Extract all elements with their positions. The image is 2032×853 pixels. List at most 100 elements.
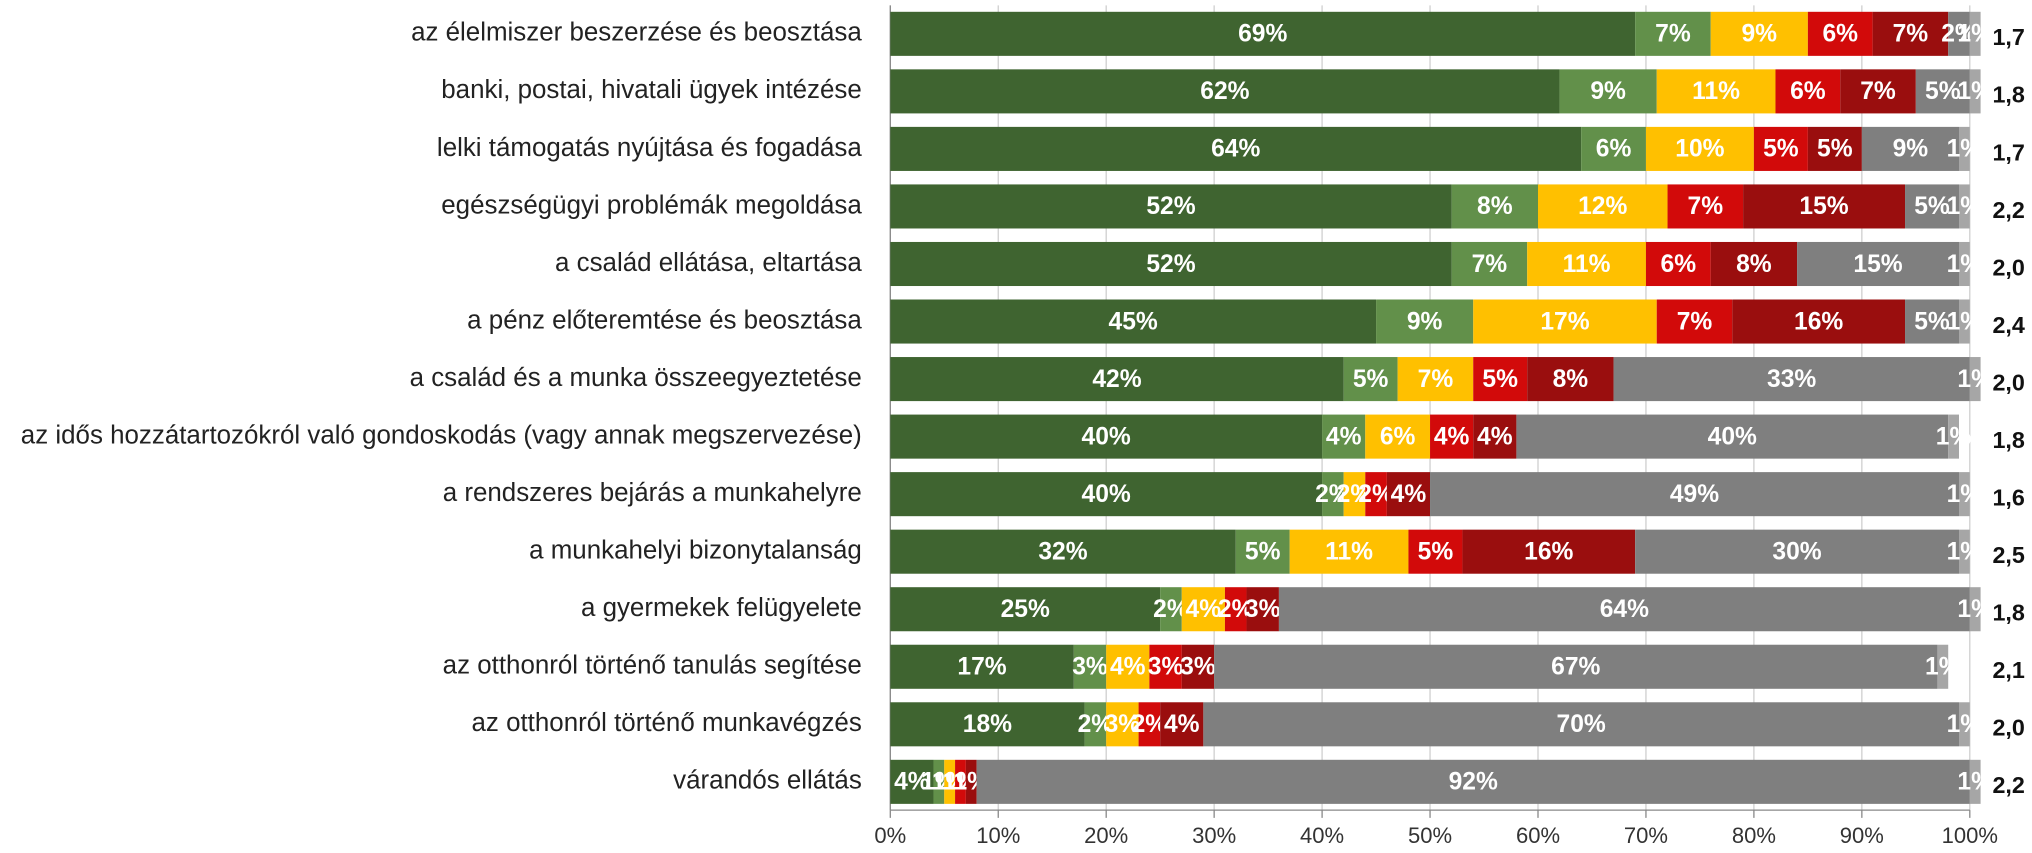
value-label: 5% xyxy=(1418,538,1454,565)
bar-segment xyxy=(1451,241,1528,287)
value-label: 1% xyxy=(1957,78,1993,105)
bar-segment xyxy=(1969,11,1981,56)
bar-segment xyxy=(1797,241,1960,287)
bar-segment xyxy=(1559,69,1657,114)
category-label: a pénz előteremtése és beosztása xyxy=(467,306,862,334)
value-label: 4% xyxy=(1477,423,1513,450)
value-label: 70% xyxy=(1557,711,1606,738)
bar-segment xyxy=(1365,414,1431,459)
bar-segment xyxy=(1138,702,1161,747)
bar-segment xyxy=(1473,414,1517,459)
category-label: az otthonról történő tanulás segítése xyxy=(443,652,862,680)
value-label: 3% xyxy=(1245,596,1281,623)
value-label: 3% xyxy=(1072,654,1108,681)
value-label: 25% xyxy=(1001,596,1050,623)
value-label: 1% xyxy=(1947,711,1983,738)
value-label: 67% xyxy=(1551,654,1600,681)
value-label: 9% xyxy=(1893,136,1929,163)
x-tick-label: 90% xyxy=(1840,823,1884,848)
right-label: 2,1 xyxy=(1992,657,2024,683)
bar-segment xyxy=(1710,11,1808,56)
value-label: 16% xyxy=(1524,538,1573,565)
category-label: az idős hozzátartozókról való gondoskodá… xyxy=(21,421,862,449)
x-tick-label: 100% xyxy=(1942,823,1998,848)
bar-segment xyxy=(1278,587,1970,632)
bar-segment xyxy=(1397,357,1474,402)
bar-segment xyxy=(1667,184,1744,229)
bar-segment xyxy=(1948,11,1970,56)
category-label: a gyermekek felügyelete xyxy=(581,594,862,622)
bar-segment xyxy=(1861,126,1960,171)
value-label: 62% xyxy=(1200,78,1249,105)
right-label: 1,8 xyxy=(1992,600,2024,626)
value-label: 4% xyxy=(1110,654,1146,681)
bar-segment xyxy=(1753,126,1808,171)
bar-segment xyxy=(1160,587,1182,632)
bar-segment xyxy=(1473,357,1528,402)
value-label: 5% xyxy=(1353,366,1389,393)
bar-segment xyxy=(1235,529,1290,574)
value-label: 33% xyxy=(1767,366,1816,393)
value-label: 5% xyxy=(1817,136,1853,163)
bar-segment xyxy=(1451,184,1538,229)
bar-segment xyxy=(1246,587,1279,632)
bar-segment xyxy=(1743,184,1906,229)
category-label: az élelmiszer beszerzése és beosztása xyxy=(411,19,862,47)
bar-segment xyxy=(1959,472,1970,517)
bar-segment xyxy=(1710,241,1798,287)
bar-segment xyxy=(890,11,1636,56)
bar-segment xyxy=(890,184,1452,229)
value-label: 4% xyxy=(1164,711,1200,738)
bar-segment xyxy=(1959,299,1970,344)
right-label: 2,0 xyxy=(1992,254,2024,280)
bar-segment xyxy=(890,414,1323,459)
bar-segment xyxy=(1322,472,1344,517)
value-label: 64% xyxy=(1600,596,1649,623)
value-label: 17% xyxy=(1540,308,1589,335)
bar-segment xyxy=(1430,472,1960,517)
right-label: 2,4 xyxy=(1992,312,2024,338)
bar-segment xyxy=(890,529,1236,574)
bar-segment xyxy=(890,299,1377,344)
value-label: 3% xyxy=(1105,711,1141,738)
bar-segment xyxy=(1840,69,1916,114)
bar-segment xyxy=(1516,414,1949,459)
bar-segment xyxy=(1915,69,1970,114)
bar-segment xyxy=(890,759,934,804)
bar-segment xyxy=(890,357,1344,402)
value-label: 64% xyxy=(1211,136,1260,163)
bar-segment xyxy=(1905,299,1960,344)
value-label: 8% xyxy=(1553,366,1589,393)
bar-segment xyxy=(890,241,1452,287)
value-label: 40% xyxy=(1708,423,1757,450)
value-label: 5% xyxy=(1245,538,1281,565)
bar-segment xyxy=(1322,414,1366,459)
value-label: 15% xyxy=(1799,193,1848,220)
category-label: a család ellátása, eltartása xyxy=(555,249,862,277)
value-label: 10% xyxy=(1675,136,1724,163)
bar-segment xyxy=(1073,644,1107,689)
value-label: 1% xyxy=(1947,481,1983,508)
bar-segment xyxy=(1969,587,1981,632)
value-label: 5% xyxy=(1925,78,1961,105)
bar-segment xyxy=(1635,11,1711,56)
right-label: 2,0 xyxy=(1992,715,2024,741)
bar-segment xyxy=(1289,529,1409,574)
value-label: 7% xyxy=(1677,308,1713,335)
bar-segment xyxy=(1969,759,1981,804)
value-label: 4% xyxy=(1186,596,1222,623)
value-label: 6% xyxy=(1380,423,1416,450)
right-label: 2,2 xyxy=(1992,197,2024,223)
bar-segment xyxy=(1181,587,1225,632)
bar-segment xyxy=(1462,529,1636,574)
value-label: 15% xyxy=(1853,251,1902,278)
bar-segment xyxy=(1386,472,1431,517)
bar-segment xyxy=(1959,241,1970,287)
bar-segment xyxy=(1645,126,1754,171)
right-label: 1,8 xyxy=(1992,427,2024,453)
bar-segment xyxy=(890,644,1074,689)
bar-segment xyxy=(1969,69,1981,114)
bar-segment xyxy=(1959,529,1970,574)
right-label: 1,7 xyxy=(1992,24,2024,50)
bar-segment xyxy=(1203,702,1960,747)
